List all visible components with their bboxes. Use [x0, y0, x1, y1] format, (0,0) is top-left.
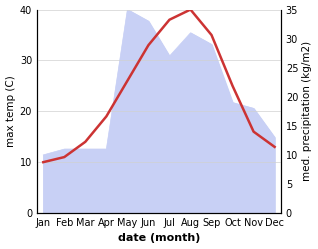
Y-axis label: med. precipitation (kg/m2): med. precipitation (kg/m2)	[302, 41, 313, 181]
Y-axis label: max temp (C): max temp (C)	[5, 75, 16, 147]
X-axis label: date (month): date (month)	[118, 234, 200, 244]
